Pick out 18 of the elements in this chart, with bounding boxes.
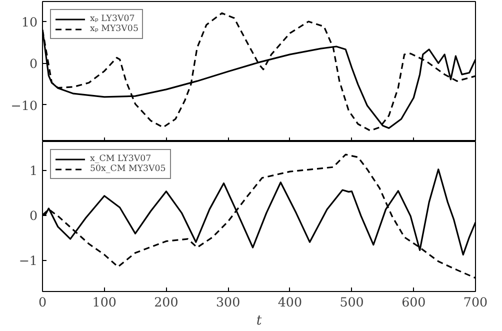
x-tick-label: 700 — [463, 294, 488, 310]
y-tick-label: 10 — [21, 14, 38, 30]
legend-label: x_CM LY3V07 — [90, 154, 152, 164]
y-tick-label: 0 — [29, 208, 38, 224]
x-tick-label: 500 — [340, 294, 364, 310]
x-axis-title: t — [256, 314, 262, 328]
x-tick-label: 400 — [278, 294, 302, 310]
y-tick-label: −1 — [18, 253, 38, 268]
y-tick-label: 1 — [29, 163, 38, 178]
x-tick-label: 100 — [92, 294, 116, 310]
legend-label: 50x_CM MY3V05 — [90, 164, 166, 174]
y-tick-label: 0 — [29, 56, 38, 72]
y-tick-label: −10 — [10, 98, 38, 113]
x-tick-label: 300 — [216, 294, 240, 310]
legend-label: xₚ LY3V07 — [90, 14, 135, 24]
legend-label: xₚ MY3V05 — [90, 24, 138, 34]
x-tick-label: 200 — [154, 294, 178, 310]
x-tick-label: 600 — [402, 294, 426, 310]
